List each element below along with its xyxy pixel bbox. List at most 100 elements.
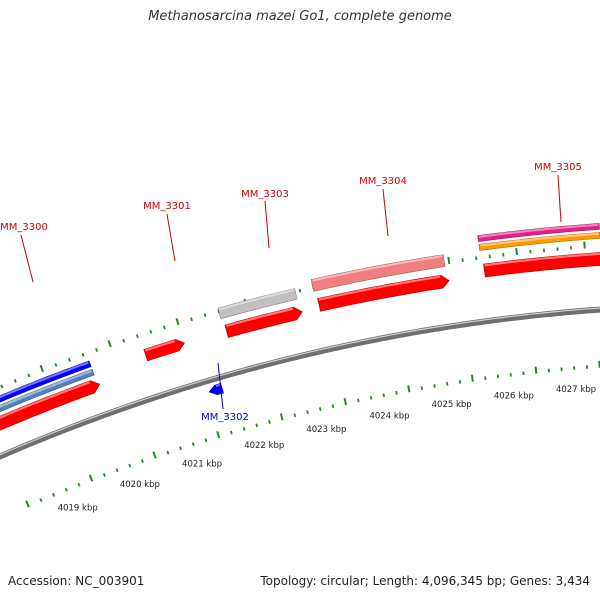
gene-leader-line xyxy=(264,200,270,249)
genome-backbone xyxy=(0,306,600,460)
outer-minor-tick xyxy=(68,357,71,362)
feature-mm3300-gene[interactable] xyxy=(0,380,101,437)
inner-minor-tick xyxy=(77,482,81,487)
gene-label[interactable]: MM_3302 xyxy=(201,412,249,423)
inner-minor-tick xyxy=(102,472,106,477)
inner-major-tick xyxy=(279,413,284,421)
feature-mm3303-track-gray[interactable] xyxy=(217,288,298,320)
inner-minor-tick xyxy=(458,380,462,384)
feature-mm3302-gene[interactable] xyxy=(208,382,224,396)
inner-minor-tick xyxy=(242,426,246,431)
inner-major-tick xyxy=(534,366,538,374)
tick-label: 4024 kbp xyxy=(369,411,409,421)
inner-minor-tick xyxy=(115,468,119,473)
tick-label: 4025 kbp xyxy=(432,400,472,410)
gene-leader-line xyxy=(217,362,224,410)
genome-summary: Topology: circular; Length: 4,096,345 bp… xyxy=(260,574,590,588)
inner-major-tick xyxy=(407,385,411,393)
feature-mm3305-gene[interactable] xyxy=(483,252,600,278)
inner-minor-tick xyxy=(357,398,360,403)
outer-minor-tick xyxy=(149,329,153,334)
gene-label[interactable]: MM_3304 xyxy=(359,176,407,187)
inner-minor-tick xyxy=(331,404,335,409)
inner-minor-tick xyxy=(64,487,68,492)
outer-minor-tick xyxy=(27,373,31,378)
outer-minor-tick xyxy=(163,325,166,330)
gene-leader-line xyxy=(557,174,562,223)
inner-minor-tick xyxy=(166,450,170,455)
outer-major-tick xyxy=(515,247,519,256)
gene-label-group: MM_3300 MM_3301 MM_3302 MM_3303 MM_3304 MM_33… xyxy=(0,162,582,423)
outer-minor-tick xyxy=(13,378,17,383)
inner-minor-tick xyxy=(382,393,385,398)
outer-minor-tick xyxy=(203,313,207,318)
inner-minor-tick xyxy=(128,463,132,468)
feature-mm3303-gene[interactable] xyxy=(224,306,303,338)
gene-label[interactable]: MM_3305 xyxy=(534,162,582,173)
outer-major-tick xyxy=(447,256,451,265)
tick-label: 4020 kbp xyxy=(120,480,160,490)
outer-major-tick xyxy=(107,339,112,348)
inner-major-tick xyxy=(88,474,94,482)
feature-mm3301-gene[interactable] xyxy=(143,339,185,362)
gene-label[interactable]: MM_3301 xyxy=(143,201,191,212)
outer-minor-tick xyxy=(190,317,193,322)
inner-minor-tick xyxy=(420,386,424,391)
outer-major-tick xyxy=(175,317,180,326)
inner-minor-tick xyxy=(230,430,233,435)
inner-major-tick xyxy=(343,397,348,406)
inner-minor-tick xyxy=(369,395,373,400)
outer-major-tick xyxy=(39,364,44,373)
inner-major-tick xyxy=(470,374,474,382)
inner-minor-tick xyxy=(52,492,56,497)
outer-minor-tick xyxy=(135,334,139,339)
feature-mm3300-track-steelblue[interactable] xyxy=(0,369,95,421)
gene-label[interactable]: MM_3303 xyxy=(241,189,289,200)
inner-minor-tick xyxy=(141,459,144,464)
inner-major-tick xyxy=(216,431,221,439)
inner-minor-tick xyxy=(268,419,271,424)
inner-tick-ring xyxy=(25,360,600,508)
inner-minor-tick xyxy=(179,446,182,451)
backbone-highlight xyxy=(0,307,600,456)
outer-minor-tick xyxy=(95,348,99,352)
inner-minor-tick xyxy=(433,384,436,388)
inner-minor-tick xyxy=(306,410,309,415)
feature-tracks xyxy=(0,223,600,437)
inner-minor-tick xyxy=(446,381,449,386)
outer-major-tick xyxy=(583,241,586,249)
tick-label: 4026 kbp xyxy=(494,391,534,401)
gene-leader-line xyxy=(166,213,176,262)
tick-label: 4021 kbp xyxy=(182,459,222,469)
outer-minor-tick xyxy=(298,288,302,293)
inner-minor-tick xyxy=(39,498,43,503)
map-title: Methanosarcina mazei Go1, complete genom… xyxy=(148,9,452,24)
feature-mm3300-track-blue[interactable] xyxy=(0,360,92,413)
outer-minor-tick xyxy=(54,362,58,367)
backbone-line xyxy=(0,306,600,460)
tick-label: 4019 kbp xyxy=(58,504,98,514)
outer-minor-tick xyxy=(81,352,85,357)
inner-minor-tick xyxy=(318,407,322,411)
tick-label: 4022 kbp xyxy=(244,441,284,451)
gene-label[interactable]: MM_3300 xyxy=(0,222,48,233)
inner-major-tick xyxy=(152,451,157,459)
inner-minor-tick xyxy=(191,442,195,447)
inner-minor-tick xyxy=(395,390,398,395)
accession-label: Accession: NC_003901 xyxy=(8,574,145,588)
inner-minor-tick xyxy=(255,423,259,428)
outer-minor-tick xyxy=(0,384,4,389)
feature-mm3304-gene[interactable] xyxy=(317,274,450,312)
tick-label: 4027 kbp xyxy=(556,385,596,395)
tick-label: 4023 kbp xyxy=(306,425,346,435)
outer-minor-tick xyxy=(122,338,126,343)
gene-leader-line xyxy=(382,188,389,237)
feature-mm3304-track-pink[interactable] xyxy=(310,254,446,292)
inner-major-tick xyxy=(25,500,30,508)
inner-minor-tick xyxy=(293,413,297,418)
inner-minor-tick xyxy=(204,438,208,443)
feature-mm3305-track-orange[interactable] xyxy=(478,232,600,251)
tick-label-group: 4019 kbp 4020 kbp 4021 kbp 4022 kbp 4023 kbp… xyxy=(58,385,596,514)
gene-leader-line xyxy=(20,234,34,283)
